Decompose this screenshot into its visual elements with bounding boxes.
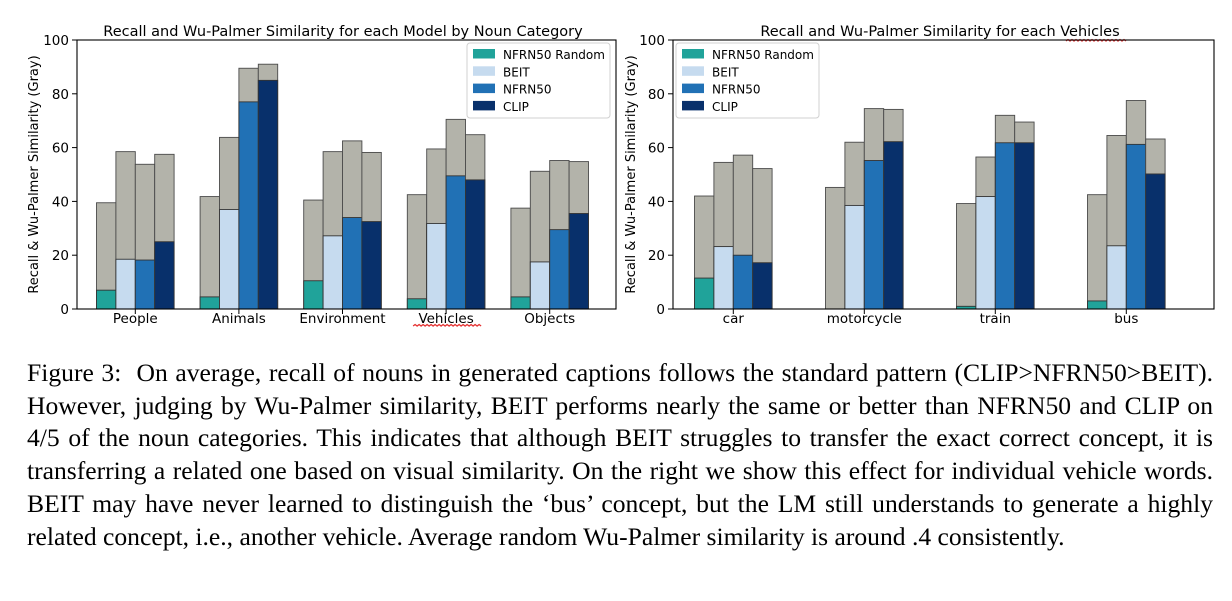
x-tick-label: train xyxy=(980,311,1011,327)
legend-label: BEIT xyxy=(503,65,530,79)
x-tick-label: Vehicles xyxy=(418,311,473,327)
figure-caption: Figure 3: On average, recall of nouns in… xyxy=(27,357,1213,553)
chart-title: Recall and Wu-Palmer Similarity for each… xyxy=(760,24,1119,40)
y-tick-label: 0 xyxy=(656,302,665,318)
bar-recall xyxy=(549,229,570,310)
x-tick-label: bus xyxy=(1114,311,1138,327)
bar-recall xyxy=(322,235,343,310)
bar-recall xyxy=(96,289,117,310)
bar-recall xyxy=(863,160,885,310)
bar-wu-palmer xyxy=(1087,194,1108,310)
legend-swatch xyxy=(682,83,704,94)
y-tick-label: 100 xyxy=(43,33,69,49)
y-tick-label: 80 xyxy=(648,87,665,103)
bar-recall xyxy=(568,213,589,310)
legend-box xyxy=(466,42,611,119)
y-tick-label: 40 xyxy=(648,194,665,210)
y-tick-label: 40 xyxy=(52,194,69,210)
y-tick-label: 60 xyxy=(52,141,69,157)
legend-swatch xyxy=(682,49,704,59)
y-tick-label: 20 xyxy=(648,248,665,264)
bar-recall xyxy=(199,296,220,310)
y-tick-label: 100 xyxy=(639,33,665,49)
bar-recall xyxy=(238,101,259,310)
legend-label: CLIP xyxy=(503,100,529,114)
bar-recall xyxy=(406,298,428,310)
chart-title: Recall and Wu-Palmer Similarity for each… xyxy=(103,24,583,40)
chart-panel-1: Recall and Wu-Palmer Similarity for each… xyxy=(27,24,617,327)
bar-wu-palmer xyxy=(825,186,846,310)
bar-recall xyxy=(883,141,904,310)
legend-swatch xyxy=(473,49,495,59)
bar-recall xyxy=(303,280,324,310)
chart-panel-2: Recall and Wu-Palmer Similarity for each… xyxy=(624,24,1215,327)
category-spellcheck-underline xyxy=(412,323,482,327)
bar-recall xyxy=(713,246,734,310)
legend-swatch xyxy=(473,100,495,111)
bar-wu-palmer xyxy=(510,207,531,310)
bar-recall xyxy=(257,79,279,310)
y-tick-label: 60 xyxy=(648,141,665,157)
legend: NFRN50 Random BEIT NFRN50 CLIP xyxy=(675,42,820,119)
legend-swatch xyxy=(682,66,704,76)
bar-wu-palmer xyxy=(199,196,220,310)
bar-recall xyxy=(975,196,996,310)
y-tick-label: 80 xyxy=(52,87,69,103)
x-tick-label: People xyxy=(113,311,158,327)
x-tick-label: Environment xyxy=(299,311,385,327)
legend-label: NFRN50 xyxy=(503,83,551,97)
legend-swatch xyxy=(473,83,495,94)
bar-recall xyxy=(342,217,363,310)
bar-recall xyxy=(1125,143,1147,310)
x-tick-label: car xyxy=(723,311,745,327)
legend-label: BEIT xyxy=(712,65,739,79)
y-axis-label: Recall & Wu-Palmer Similarity (Gray) xyxy=(27,55,42,293)
bar-recall xyxy=(1145,173,1166,310)
bar-recall xyxy=(445,175,466,310)
bar-recall xyxy=(219,209,240,310)
bar-recall xyxy=(115,258,136,310)
plot-frame xyxy=(672,39,1215,310)
bar-recall xyxy=(994,142,1016,310)
bar-recall xyxy=(1106,245,1127,310)
y-tick-label: 20 xyxy=(52,248,69,264)
legend-label: NFRN50 xyxy=(712,83,760,97)
y-axis-label: Recall & Wu-Palmer Similarity (Gray) xyxy=(624,55,639,293)
legend-label: CLIP xyxy=(712,100,738,114)
bar-recall xyxy=(529,261,551,310)
caption-text: On average, recall of nouns in generated… xyxy=(27,358,1214,551)
legend: NFRN50 Random BEIT NFRN50 CLIP xyxy=(466,42,611,119)
y-tick-label: 0 xyxy=(60,302,69,318)
bar-recall xyxy=(134,259,156,310)
caption-prefix: Figure 3: xyxy=(27,358,122,387)
bar-recall xyxy=(465,179,486,310)
x-tick-label: Objects xyxy=(524,311,575,327)
bar-recall xyxy=(510,296,531,310)
legend-swatch xyxy=(473,66,495,76)
bar-recall xyxy=(426,223,447,310)
bar-recall xyxy=(844,204,865,310)
figure-charts: Recall and Wu-Palmer Similarity for each… xyxy=(27,24,1215,327)
bar-recall xyxy=(154,241,175,310)
bar-recall xyxy=(694,277,715,310)
legend-label: NFRN50 Random xyxy=(503,48,605,62)
bar-recall xyxy=(752,262,773,310)
bar-recall xyxy=(732,254,754,310)
legend-swatch xyxy=(682,100,704,111)
bar-recall xyxy=(361,221,382,310)
x-tick-label: motorcycle xyxy=(827,311,902,327)
bar-wu-palmer xyxy=(406,194,428,310)
bar-recall xyxy=(1087,300,1108,310)
legend-label: NFRN50 Random xyxy=(712,48,814,62)
legend-box xyxy=(675,42,820,119)
bar-recall xyxy=(1014,142,1035,310)
x-tick-label: Animals xyxy=(212,311,266,327)
plot-frame xyxy=(76,39,617,310)
bar-wu-palmer xyxy=(956,203,977,310)
